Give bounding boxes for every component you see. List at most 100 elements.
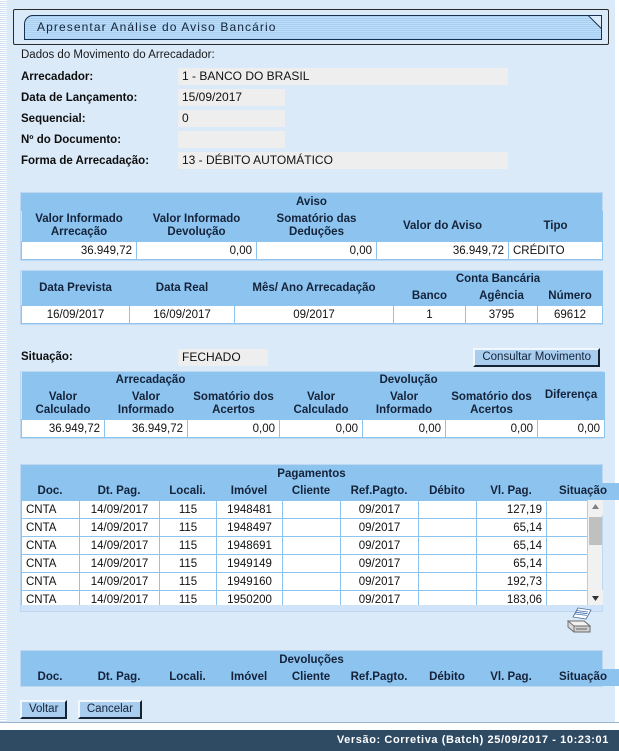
pagamentos-scroll-area: CNTA 14/09/2017 115 1948481 09/2017 127,19 CNT… bbox=[21, 500, 603, 605]
field-row-forma-arrecadacao: Forma de Arrecadação: 13 - DÉBITO AUTOMÁ… bbox=[13, 150, 609, 171]
scroll-up-arrow-icon[interactable] bbox=[588, 500, 603, 515]
pag-col-debito: Débito bbox=[418, 483, 476, 500]
table-row: 36.949,72 0,00 0,00 36.949,72 CRÉDITO bbox=[21, 241, 603, 260]
devolucoes-table: Doc. Dt. Pag. Locali. Imóvel Cliente Ref… bbox=[21, 669, 619, 686]
dev-col-debito: Débito bbox=[418, 669, 476, 686]
table-cell: CNTA bbox=[21, 518, 80, 537]
cancelar-button[interactable]: Cancelar bbox=[77, 700, 142, 719]
table-cell: 65,14 bbox=[476, 518, 547, 537]
window-title: Apresentar Análise do Aviso Bancário bbox=[37, 20, 277, 34]
col-agencia: Agência bbox=[465, 288, 538, 306]
table-cell bbox=[418, 536, 477, 555]
printer-icon[interactable] bbox=[564, 607, 594, 640]
table-cell: 14/09/2017 bbox=[79, 554, 160, 573]
aviso-cell-somatorio-deducoes: 0,00 bbox=[256, 241, 377, 260]
field-row-arrecadador: Arrecadador: 1 - BANCO DO BRASIL bbox=[13, 66, 609, 87]
aviso-panel: Aviso Valor Informado Arrecação Valor In… bbox=[20, 192, 603, 261]
table-cell: 65,14 bbox=[476, 554, 547, 573]
table-row: 36.949,72 36.949,72 0,00 0,00 0,00 0,00 … bbox=[21, 419, 606, 438]
dev-col-situacao: Situação bbox=[546, 669, 619, 686]
table-cell: 115 bbox=[159, 554, 217, 573]
table-cell bbox=[282, 554, 341, 573]
label-numero-documento: Nº do Documento: bbox=[21, 133, 122, 146]
aviso-cell-valor-informado-arrecacao: 36.949,72 bbox=[21, 241, 137, 260]
table-row[interactable]: CNTA 14/09/2017 115 1948481 09/2017 127,19 bbox=[21, 500, 587, 519]
table-cell: 115 bbox=[159, 572, 217, 591]
arrecadacao-band-title: Arrecadação bbox=[21, 372, 280, 389]
label-data-lancamento: Data de Lançamento: bbox=[21, 91, 138, 104]
value-sequencial: 0 bbox=[178, 110, 285, 127]
aviso-col-somatorio-deducoes: Somatório das Deduções bbox=[256, 211, 377, 242]
action-button-row: Voltar Cancelar bbox=[20, 699, 148, 719]
col-arr-valor-calculado: Valor Calculado bbox=[21, 389, 105, 420]
table-row: 16/09/2017 16/09/2017 09/2017 1 3795 696… bbox=[21, 305, 604, 324]
col-arr-somatorio-acertos: Somatório dos Acertos bbox=[187, 389, 280, 420]
pag-col-doc: Doc. bbox=[21, 483, 79, 500]
col-dev-somatorio-acertos: Somatório dos Acertos bbox=[445, 389, 538, 420]
aviso-col-valor-do-aviso: Valor do Aviso bbox=[376, 211, 509, 242]
pag-col-ref-pagto: Ref.Pagto. bbox=[340, 483, 418, 500]
table-cell bbox=[546, 500, 587, 519]
dev-col-locali: Locali. bbox=[159, 669, 216, 686]
table-cell bbox=[418, 500, 477, 519]
value-arrecadador: 1 - BANCO DO BRASIL bbox=[178, 68, 508, 85]
table-row[interactable]: CNTA 14/09/2017 115 1948497 09/2017 65,14 bbox=[21, 518, 587, 537]
table-cell: 115 bbox=[159, 500, 217, 519]
table-cell bbox=[546, 536, 587, 555]
table-cell bbox=[546, 572, 587, 591]
pagamentos-table-body: CNTA 14/09/2017 115 1948481 09/2017 127,19 CNT… bbox=[21, 500, 587, 605]
table-cell: CNTA bbox=[21, 536, 80, 555]
table-row[interactable]: CNTA 14/09/2017 115 1948691 09/2017 65,14 bbox=[21, 536, 587, 555]
col-arr-valor-informado: Valor Informado bbox=[104, 389, 188, 420]
pagamentos-header-table: Doc. Dt. Pag. Locali. Imóvel Cliente Ref… bbox=[21, 483, 619, 500]
table-row[interactable]: CNTA 14/09/2017 115 1949160 09/2017 192,73 bbox=[21, 572, 587, 591]
table-cell bbox=[546, 590, 587, 605]
table-row[interactable]: CNTA 14/09/2017 115 1949149 09/2017 65,14 bbox=[21, 554, 587, 573]
cell-dev-valor-informado: 0,00 bbox=[362, 419, 447, 438]
table-cell: 192,73 bbox=[476, 572, 547, 591]
consultar-movimento-button[interactable]: Consultar Movimento bbox=[473, 348, 600, 367]
table-cell: 14/09/2017 bbox=[79, 590, 160, 605]
label-situacao: Situação: bbox=[21, 351, 73, 363]
table-cell: 1949160 bbox=[216, 572, 283, 591]
table-cell: 1948481 bbox=[216, 500, 283, 519]
table-cell bbox=[282, 590, 341, 605]
pag-col-imovel: Imóvel bbox=[216, 483, 282, 500]
col-data-real: Data Real bbox=[129, 271, 235, 306]
table-cell: 1949149 bbox=[216, 554, 283, 573]
conta-bancaria-table: Data Prevista Data Real Mês/ Ano Arrecad… bbox=[21, 271, 604, 324]
table-row[interactable]: CNTA 14/09/2017 115 1950200 09/2017 183,06 bbox=[21, 590, 587, 605]
cell-banco: 1 bbox=[393, 305, 466, 324]
aviso-header-row: Valor Informado Arrecação Valor Informad… bbox=[21, 211, 603, 242]
value-numero-documento bbox=[178, 131, 285, 148]
voltar-button[interactable]: Voltar bbox=[20, 700, 68, 719]
movimento-caption: Dados do Movimento do Arrecadador: bbox=[21, 49, 215, 61]
col-dev-valor-calculado: Valor Calculado bbox=[279, 389, 363, 420]
aviso-table: Valor Informado Arrecação Valor Informad… bbox=[21, 211, 603, 260]
table-cell: 115 bbox=[159, 590, 217, 605]
aviso-band-title: Aviso bbox=[21, 193, 602, 211]
pagamentos-scrollbar[interactable] bbox=[587, 500, 603, 605]
table-cell: 09/2017 bbox=[340, 536, 419, 555]
title-bar-frame: Apresentar Análise do Aviso Bancário bbox=[13, 9, 609, 45]
scroll-down-arrow-icon[interactable] bbox=[588, 590, 603, 605]
table-cell: 14/09/2017 bbox=[79, 518, 160, 537]
table-cell: 14/09/2017 bbox=[79, 500, 160, 519]
left-page-rail bbox=[0, 0, 7, 751]
table-cell bbox=[546, 554, 587, 573]
field-row-data-lancamento: Data de Lançamento: 15/09/2017 bbox=[13, 87, 609, 108]
field-row-numero-documento: Nº do Documento: bbox=[13, 129, 609, 150]
footer-divider-line bbox=[0, 722, 619, 723]
scrollbar-thumb[interactable] bbox=[589, 517, 602, 545]
table-cell: CNTA bbox=[21, 590, 80, 605]
pag-col-vl-pag: Vl. Pag. bbox=[476, 483, 546, 500]
devolucao-band-title: Devolução bbox=[279, 372, 538, 389]
aviso-col-valor-informado-arrecacao: Valor Informado Arrecação bbox=[21, 211, 137, 242]
dev-col-dt-pag: Dt. Pag. bbox=[79, 669, 159, 686]
cell-mes-ano-arrecadacao: 09/2017 bbox=[234, 305, 394, 324]
cell-arr-somatorio-acertos: 0,00 bbox=[186, 419, 281, 438]
conta-bancaria-band-title: Conta Bancária bbox=[393, 271, 603, 288]
pagamentos-band-title: Pagamentos bbox=[21, 465, 602, 483]
col-mes-ano-arrecadacao: Mês/ Ano Arrecadação bbox=[234, 271, 394, 306]
